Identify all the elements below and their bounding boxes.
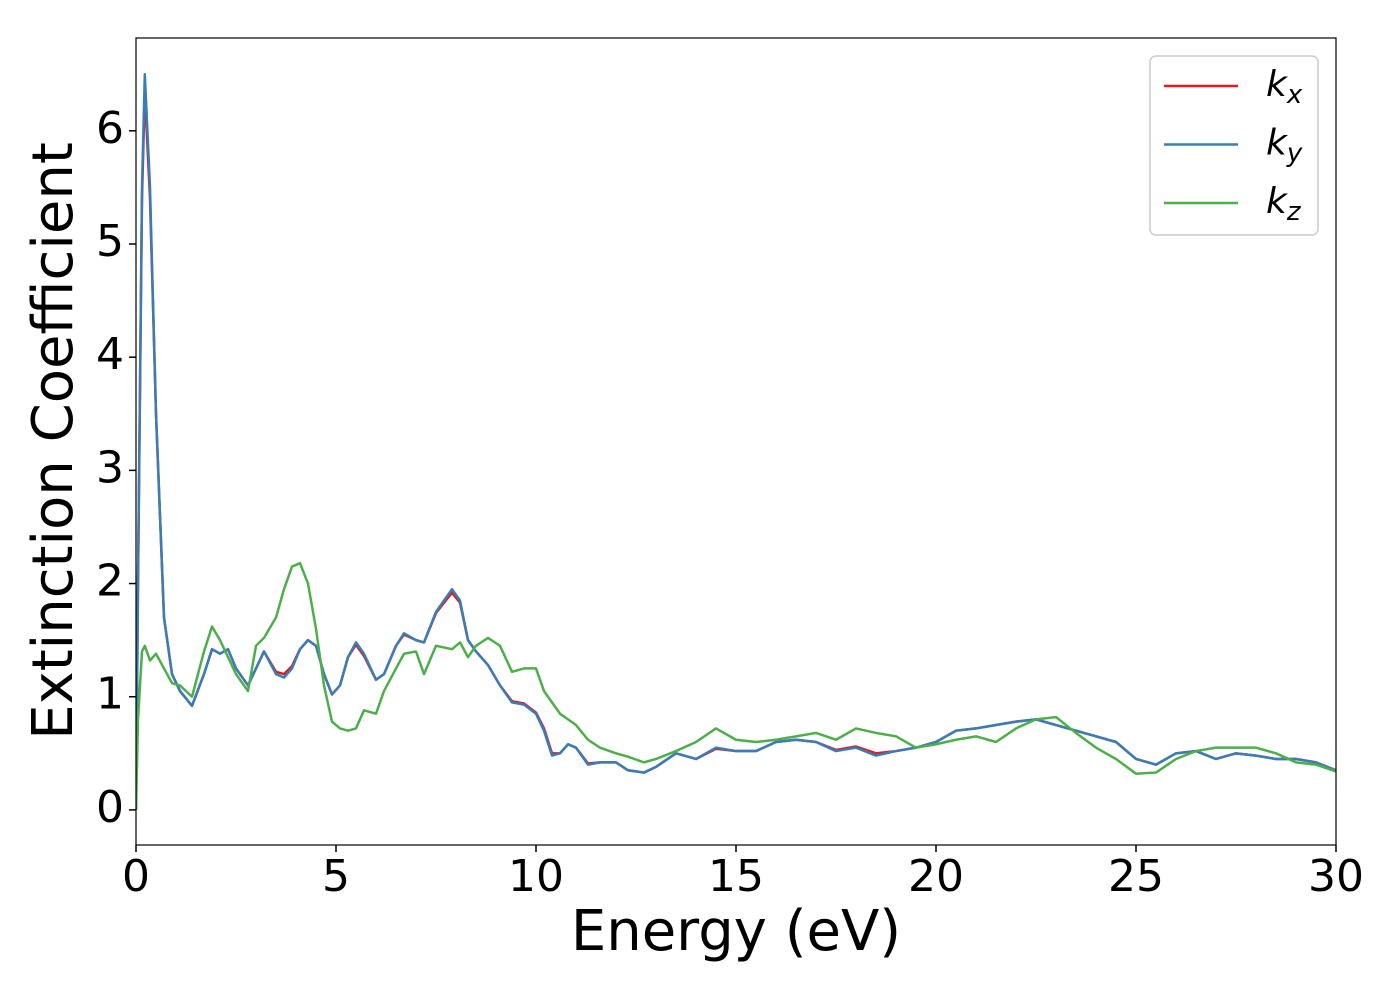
line-series <box>136 561 1336 810</box>
y-tick-label: 4 <box>96 329 124 380</box>
x-tick-label: 0 <box>122 851 150 902</box>
x-tick-label: 10 <box>508 851 564 902</box>
x-axis-label: Energy (eV) <box>571 899 901 964</box>
x-tick-label: 15 <box>708 851 764 902</box>
y-tick-label: 3 <box>96 442 124 493</box>
y-tick-label: 1 <box>96 669 124 720</box>
y-axis-label: Extinction Coefficient <box>21 142 86 740</box>
legend-label: ky <box>1266 123 1303 169</box>
y-tick-label: 6 <box>96 103 124 154</box>
y-tick-label: 5 <box>96 216 124 267</box>
x-tick-label: 25 <box>1108 851 1164 902</box>
legend-label: kx <box>1266 64 1303 110</box>
legend-label: kz <box>1266 181 1302 227</box>
y-tick-label: 0 <box>96 782 124 833</box>
x-tick-label: 20 <box>908 851 964 902</box>
x-tick-label: 5 <box>322 851 350 902</box>
x-tick-label: 30 <box>1308 851 1364 902</box>
y-tick-label: 2 <box>96 556 124 607</box>
plot-frame <box>135 37 1337 846</box>
